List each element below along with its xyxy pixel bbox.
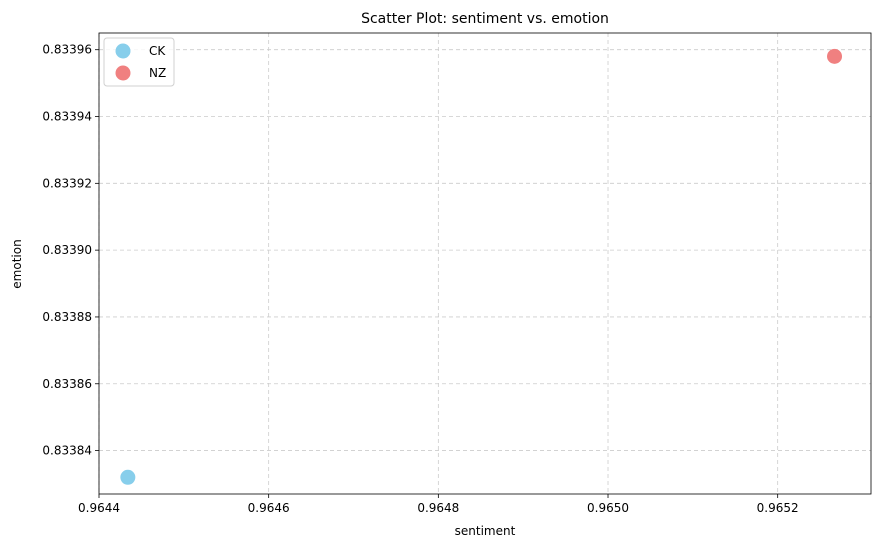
legend-marker-nz [115, 65, 131, 81]
plot-frame [98, 32, 872, 495]
y-tick-label: 0.83392 [42, 176, 92, 190]
x-tick-label: 0.9650 [587, 501, 629, 515]
y-tick-label: 0.83388 [42, 310, 92, 324]
x-axis-title: sentiment [455, 524, 516, 538]
y-axis-title: emotion [10, 239, 24, 288]
y-tick-label: 0.83394 [42, 110, 92, 124]
x-tick-label: 0.9652 [757, 501, 799, 515]
grid [98, 33, 871, 494]
data-points [120, 48, 843, 485]
x-tick-label: 0.9644 [78, 501, 120, 515]
scatter-point-nz [827, 48, 843, 64]
y-tick-label: 0.83396 [42, 43, 92, 57]
y-tick-label: 0.83384 [42, 444, 92, 458]
scatter-point-ck [120, 469, 136, 485]
legend-label-ck: CK [149, 44, 166, 58]
legend-label-nz: NZ [149, 66, 166, 80]
y-tick-label: 0.83390 [42, 243, 92, 257]
legend-marker-ck [115, 43, 131, 59]
axis-ticks: 0.9644 0.9646 0.9648 0.9650 0.9652 0.83384 0.8… [42, 43, 798, 515]
legend: CK NZ [103, 37, 175, 87]
y-tick-label: 0.83386 [42, 377, 92, 391]
chart-title: Scatter Plot: sentiment vs. emotion [361, 11, 609, 27]
x-tick-label: 0.9648 [417, 501, 459, 515]
x-tick-label: 0.9646 [248, 501, 290, 515]
